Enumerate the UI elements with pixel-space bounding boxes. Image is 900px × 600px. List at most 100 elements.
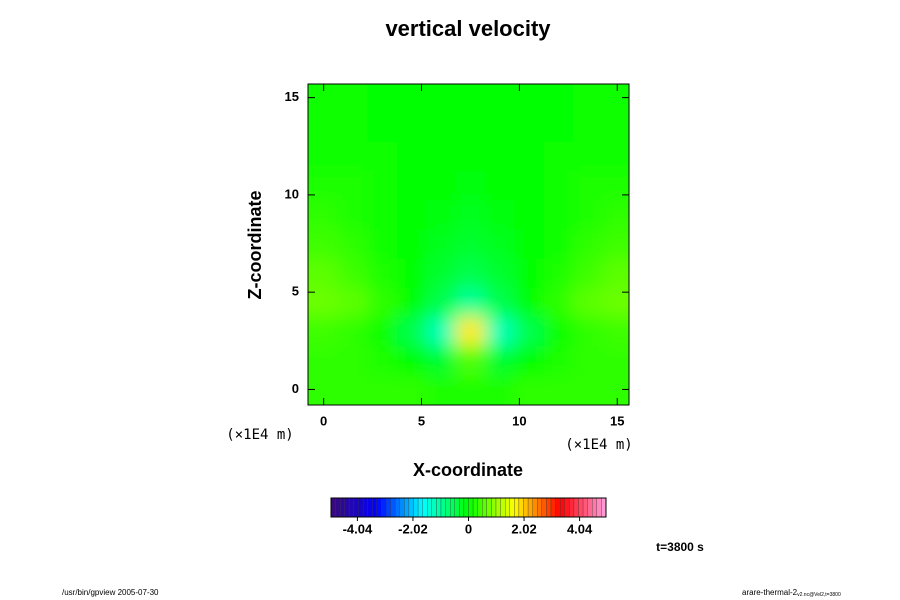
heatmap-cell <box>485 170 515 201</box>
heatmap-cell <box>426 228 457 259</box>
colorbar-stripe <box>408 497 414 518</box>
colorbar-stripe <box>381 497 387 518</box>
heatmap-cell <box>426 170 457 201</box>
heatmap-cells <box>308 84 629 405</box>
colorbar-stripe <box>555 497 561 518</box>
heatmap-cell <box>455 228 486 259</box>
heatmap-cell <box>514 374 545 405</box>
chart-title: vertical velocity <box>385 16 551 41</box>
heatmap-cell <box>367 287 398 317</box>
colorbar-stripe <box>463 497 469 518</box>
heatmap-cell <box>397 199 427 230</box>
heatmap-cell <box>338 258 369 288</box>
heatmap-cell <box>455 258 486 288</box>
heatmap-cell <box>573 141 604 172</box>
colorbar-stripe <box>537 497 542 518</box>
heatmap-cell <box>338 374 369 405</box>
heatmap-cell <box>514 84 545 113</box>
heatmap-cell <box>543 170 574 201</box>
heatmap-cell <box>602 345 629 376</box>
heatmap-cell <box>485 228 515 259</box>
heatmap-cell <box>426 345 457 376</box>
heatmap-cell <box>308 170 339 201</box>
colorbar-stripe <box>550 497 556 518</box>
colorbar-stripe <box>532 497 538 518</box>
heatmap-cell <box>455 170 486 201</box>
heatmap-cell <box>455 112 486 142</box>
colorbar-stripe <box>472 497 478 518</box>
heatmap-cell <box>543 258 574 288</box>
heatmap-cell <box>543 199 574 230</box>
colorbar-stripe <box>477 497 483 518</box>
colorbar-stripe <box>541 497 547 518</box>
y-tick-label: 10 <box>285 186 299 201</box>
heatmap-cell <box>367 258 398 288</box>
colorbar-stripe <box>445 497 451 518</box>
heatmap-cell <box>602 112 629 142</box>
heatmap-cell <box>543 141 574 172</box>
colorbar-stripe <box>468 497 474 518</box>
colorbar-stripe <box>592 497 597 518</box>
heatmap-cell <box>573 84 604 113</box>
footer-left: /usr/bin/gpview 2005-07-30 <box>62 588 159 597</box>
colorbar-stripe <box>500 497 506 518</box>
heatmap-cell <box>485 258 515 288</box>
heatmap-cell <box>573 112 604 142</box>
heatmap-cell <box>455 84 486 113</box>
heatmap-cell <box>367 316 398 347</box>
heatmap-cell <box>308 199 339 230</box>
heatmap-cell <box>397 112 427 142</box>
colorbar-stripe <box>440 497 446 518</box>
heatmap-cell <box>602 258 629 288</box>
heatmap-cell <box>514 345 545 376</box>
heatmap-cell <box>573 228 604 259</box>
heatmap-cell <box>308 84 339 113</box>
colorbar-stripe <box>546 497 552 518</box>
colorbar-tick-label: 0 <box>465 521 472 536</box>
heatmap-cell <box>573 345 604 376</box>
heatmap-cell <box>573 374 604 405</box>
heatmap-cell <box>602 170 629 201</box>
colorbar-stripe <box>505 497 510 518</box>
heatmap-cell <box>367 345 398 376</box>
colorbar-stripe <box>413 497 419 518</box>
heatmap-cell <box>426 316 457 347</box>
footer-right-main: arare-thermal-2 <box>742 588 798 597</box>
heatmap-cell <box>426 374 457 405</box>
colorbar-stripe <box>578 497 584 518</box>
heatmap-cell <box>573 258 604 288</box>
heatmap-cell <box>485 345 515 376</box>
heatmap-cell <box>367 170 398 201</box>
heatmap <box>308 84 629 405</box>
colorbar-stripe <box>514 497 520 518</box>
heatmap-cell <box>602 316 629 347</box>
heatmap-cell <box>338 112 369 142</box>
colorbar-stripe <box>353 497 359 518</box>
heatmap-cell <box>543 112 574 142</box>
colorbar-tick-label: 2.02 <box>511 521 536 536</box>
colorbar-stripe <box>582 497 588 518</box>
heatmap-cell <box>543 228 574 259</box>
heatmap-cell <box>602 84 629 113</box>
colorbar-stripe <box>376 497 382 518</box>
colorbar-stripe <box>564 497 570 518</box>
heatmap-cell <box>397 170 427 201</box>
heatmap-cell <box>485 316 515 347</box>
heatmap-cell <box>573 199 604 230</box>
heatmap-cell <box>543 374 574 405</box>
heatmap-cell <box>485 112 515 142</box>
colorbar-stripe <box>491 497 497 518</box>
heatmap-cell <box>397 316 427 347</box>
colorbar-tick-label: 4.04 <box>567 521 593 536</box>
colorbar-stripe <box>404 497 410 518</box>
colorbar-stripe <box>362 497 368 518</box>
heatmap-cell <box>514 228 545 259</box>
heatmap-cell <box>397 258 427 288</box>
colorbar-stripe <box>587 497 593 518</box>
colorbar-stripe <box>509 497 515 518</box>
x-tick-label: 5 <box>418 413 425 428</box>
heatmap-cell <box>367 199 398 230</box>
colorbar-stripe <box>450 497 455 518</box>
heatmap-cell <box>543 345 574 376</box>
